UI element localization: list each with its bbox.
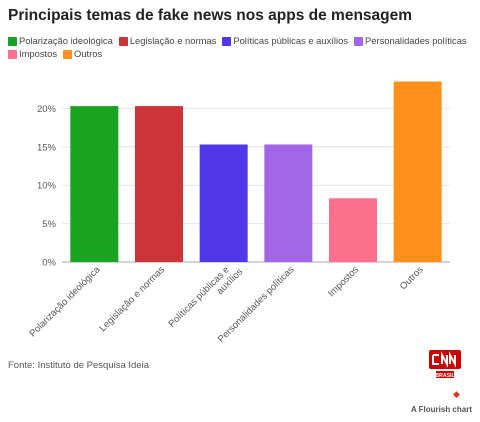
legend-swatch bbox=[8, 36, 17, 46]
legend-label: Impostos bbox=[19, 48, 58, 59]
y-tick-label: 0% bbox=[42, 258, 56, 269]
legend-swatch bbox=[222, 36, 232, 46]
legend-label: Legislação e normas bbox=[129, 35, 217, 46]
legend-swatch bbox=[118, 36, 128, 46]
legend-swatch bbox=[8, 49, 17, 59]
bar[interactable] bbox=[393, 81, 442, 263]
flourish-icon: ◆ bbox=[453, 389, 460, 399]
legend-label: Políticas públicas e auxílios bbox=[233, 35, 348, 46]
legend-label: Polarização ideológica bbox=[19, 35, 113, 46]
y-tick-label: 20% bbox=[37, 104, 57, 115]
legend-swatch bbox=[353, 36, 363, 46]
cnn-logo: BRASIL bbox=[429, 350, 461, 379]
legend-item: Polarização ideológica bbox=[8, 35, 113, 47]
y-tick-label: 5% bbox=[42, 219, 56, 230]
x-tick-label: Legislação e normas bbox=[97, 264, 167, 334]
y-tick-label: 10% bbox=[37, 181, 57, 192]
bar-chart: 0% 5% 10% 15% 20% Polarização ideológicaLegis… bbox=[27, 81, 450, 345]
bar[interactable] bbox=[329, 198, 377, 262]
bar[interactable] bbox=[70, 106, 119, 262]
legend-item: Personalidades políticas bbox=[353, 35, 467, 47]
source-note: Fonte: Instituto de Pesquisa Ideia bbox=[8, 360, 150, 371]
legend: Polarização ideológica Legislação e norma… bbox=[8, 35, 474, 61]
legend-item: Impostos bbox=[8, 48, 57, 60]
legend-swatch bbox=[63, 49, 73, 59]
legend-item: Outros bbox=[63, 48, 102, 60]
legend-label: Personalidades políticas bbox=[364, 35, 467, 46]
svg-text:BRASIL: BRASIL bbox=[435, 373, 455, 379]
legend-label: Outros bbox=[74, 48, 103, 59]
x-tick-label: Polarização ideológica bbox=[27, 264, 103, 340]
bar[interactable] bbox=[135, 106, 183, 262]
bar[interactable] bbox=[199, 144, 248, 262]
bar[interactable] bbox=[264, 144, 313, 262]
x-tick-label: Outros bbox=[398, 264, 426, 292]
x-tick-label: Impostos bbox=[326, 264, 361, 299]
flourish-credit[interactable]: A Flourish chart bbox=[410, 405, 472, 414]
chart-title: Principais temas de fake news nos apps d… bbox=[8, 7, 413, 24]
legend-item: Legislação e normas bbox=[118, 35, 217, 47]
y-tick-label: 15% bbox=[37, 142, 57, 153]
legend-item: Políticas públicas e auxílios bbox=[222, 35, 348, 47]
